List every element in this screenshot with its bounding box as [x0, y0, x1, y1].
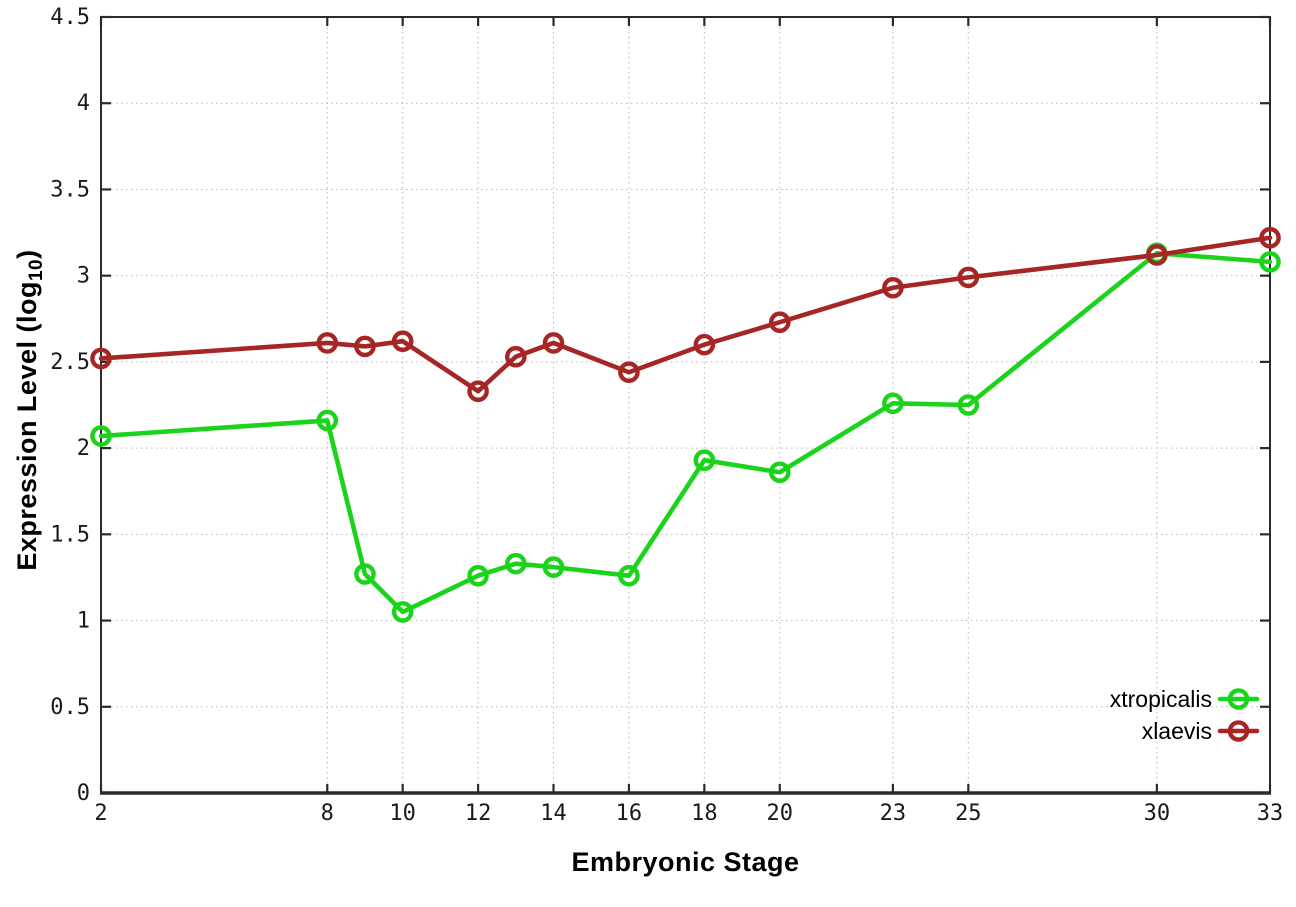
- data-point-xtropicalis: [618, 564, 640, 587]
- data-point-xlaevis: [90, 347, 112, 370]
- data-point-xtropicalis: [768, 461, 791, 484]
- data-point-xlaevis: [316, 332, 339, 354]
- plot-border: [100, 16, 1271, 794]
- legend-label-xlaevis: xlaevis: [1142, 718, 1212, 744]
- data-point-xtropicalis: [1259, 251, 1281, 273]
- y-tick-label: 3.5: [50, 177, 90, 202]
- y-tick-label: 1: [77, 609, 90, 634]
- data-point-xtropicalis: [693, 449, 716, 471]
- y-axis-label-subscript: 10: [26, 258, 47, 282]
- y-tick-label: 4.5: [50, 5, 90, 30]
- data-point-xlaevis: [391, 330, 414, 352]
- y-axis-label-close: ): [12, 249, 42, 259]
- data-point-xtropicalis: [354, 563, 376, 585]
- data-point-xtropicalis: [882, 392, 904, 415]
- data-point-xtropicalis: [467, 564, 489, 587]
- y-tick-label: 2: [77, 436, 90, 461]
- data-point-xlaevis: [882, 276, 904, 299]
- data-point-xtropicalis: [505, 552, 527, 575]
- data-point-xtropicalis: [90, 425, 112, 447]
- legend-sample-marker-xlaevis: [1227, 720, 1250, 742]
- x-tick-label: 10: [389, 801, 416, 826]
- x-tick-label: 2: [94, 801, 107, 826]
- data-point-xtropicalis: [957, 394, 980, 416]
- data-point-xtropicalis: [391, 601, 414, 623]
- data-point-xlaevis: [768, 311, 791, 334]
- y-axis-label-text: Expression Level (log: [12, 281, 42, 571]
- data-point-xlaevis: [354, 335, 376, 358]
- y-tick-label: 4: [77, 91, 90, 116]
- y-tick-label: 3: [77, 264, 90, 289]
- x-tick-label: 20: [767, 801, 794, 826]
- data-point-xlaevis: [542, 332, 565, 354]
- data-point-xlaevis: [1146, 244, 1168, 266]
- series-line-xlaevis: [98, 235, 1273, 394]
- data-point-xlaevis: [693, 333, 716, 356]
- y-tick-label: 0.5: [50, 695, 90, 720]
- y-tick-label: 2.5: [50, 350, 90, 375]
- y-tick-label: 1.5: [50, 522, 90, 547]
- x-tick-label: 14: [540, 801, 567, 826]
- legend-sample-marker-xtropicalis: [1227, 688, 1250, 710]
- data-point-xlaevis: [467, 380, 489, 403]
- x-tick-label: 30: [1144, 801, 1171, 826]
- x-axis-label: Embryonic Stage: [571, 847, 800, 877]
- data-point-xlaevis: [618, 361, 640, 384]
- x-tick-label: 16: [616, 801, 643, 826]
- x-tick-label: 8: [321, 801, 334, 826]
- data-point-xlaevis: [505, 345, 527, 368]
- data-point-xlaevis: [957, 266, 980, 289]
- y-tick-label: 0: [77, 781, 90, 806]
- legend-label-xtropicalis: xtropicalis: [1110, 686, 1212, 712]
- data-point-xlaevis: [1259, 226, 1281, 249]
- data-point-xtropicalis: [542, 556, 565, 578]
- y-axis-label: Expression Level (log10): [12, 130, 48, 690]
- x-tick-label: 33: [1257, 801, 1284, 826]
- x-tick-label: 25: [955, 801, 982, 826]
- x-tick-label: 23: [880, 801, 907, 826]
- series-line-xtropicalis: [98, 250, 1273, 615]
- x-tick-label: 18: [691, 801, 718, 826]
- data-point-xtropicalis: [316, 409, 339, 432]
- x-tick-label: 12: [465, 801, 492, 826]
